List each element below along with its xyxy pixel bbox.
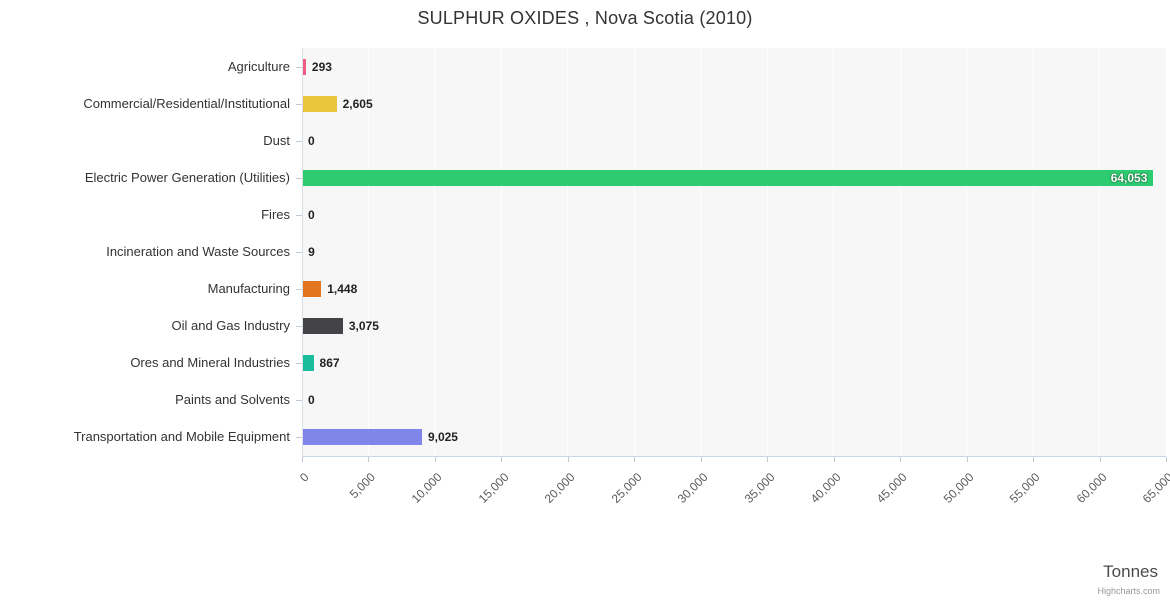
category-label: Agriculture xyxy=(227,58,290,74)
xaxis-tick xyxy=(634,457,636,462)
value-label: 9,025 xyxy=(427,430,458,445)
value-label: 3,075 xyxy=(348,319,379,334)
value-label: 0 xyxy=(308,393,315,408)
category-label: Paints and Solvents xyxy=(175,392,290,408)
gridline xyxy=(700,48,702,456)
category-tick xyxy=(296,289,302,291)
category-label: Incineration and Waste Sources xyxy=(106,244,290,259)
value-label: 0 xyxy=(308,207,315,222)
category-tick xyxy=(296,103,302,105)
gridline xyxy=(434,48,436,456)
bar-transportation-and-mobile-equipment xyxy=(302,429,422,446)
category-label: Dust xyxy=(263,132,290,148)
category-tick xyxy=(296,252,302,253)
bar-manufacturing xyxy=(302,281,322,298)
category-label: Ores and Mineral Industries xyxy=(130,355,290,371)
gridline xyxy=(899,48,901,456)
category-label: Electric Power Generation (Utilities) xyxy=(84,169,290,185)
xaxis-tick xyxy=(302,457,303,462)
gridline xyxy=(500,48,502,456)
xaxis-tick xyxy=(900,457,902,462)
highcharts-credit: Highcharts.com xyxy=(1097,586,1160,596)
xaxis-tick xyxy=(966,457,968,462)
category-tick xyxy=(296,437,302,439)
y-axis-line xyxy=(302,48,303,456)
gridline xyxy=(367,48,369,456)
category-tick xyxy=(296,214,302,216)
xaxis-tick xyxy=(700,457,702,462)
category-tick xyxy=(296,326,302,328)
gridline xyxy=(1032,48,1034,456)
category-label: Oil and Gas Industry xyxy=(171,318,291,334)
gridline xyxy=(1165,48,1167,456)
value-label: 293 xyxy=(311,59,332,74)
gridline xyxy=(766,48,768,456)
category-label: Fires xyxy=(261,206,290,222)
xaxis-tick xyxy=(368,457,370,462)
xaxis-tick xyxy=(501,457,503,462)
xaxis-tick xyxy=(567,457,569,462)
value-label: 1,448 xyxy=(327,282,358,297)
xaxis-tick xyxy=(1033,457,1035,462)
category-label: Manufacturing xyxy=(207,281,290,297)
bar-oil-and-gas-industry xyxy=(302,318,343,335)
category-tick xyxy=(296,363,302,365)
category-tick xyxy=(296,400,302,402)
bar-commercial-residential-institutional xyxy=(302,95,337,112)
gridline xyxy=(833,48,835,456)
category-tick xyxy=(296,66,302,68)
gridline xyxy=(633,48,635,456)
value-label: 867 xyxy=(319,356,340,371)
xaxis-tick xyxy=(767,457,769,462)
xaxis-tick xyxy=(434,457,436,462)
gridline xyxy=(966,48,968,456)
plot-area: 293 2,605 0 64,053 0 9 1,448 3,075 867 0 9,025 xyxy=(301,48,1167,456)
category-tick xyxy=(296,140,302,142)
xaxis-title: Tonnes xyxy=(1103,562,1158,581)
bar-agriculture xyxy=(302,58,306,75)
category-label: Transportation and Mobile Equipment xyxy=(73,429,290,445)
gridline xyxy=(1099,48,1101,456)
value-label: 0 xyxy=(308,133,315,148)
value-label: 2,605 xyxy=(342,96,373,111)
value-label: 9 xyxy=(308,245,315,259)
xaxis-tick xyxy=(1166,457,1167,462)
xaxis-tick xyxy=(1099,457,1101,462)
value-label: 64,053 xyxy=(1110,170,1148,185)
x-axis-line xyxy=(302,456,1166,457)
category-label: Commercial/Residential/Institutional xyxy=(83,95,290,111)
bar-ores-and-mineral-industries xyxy=(302,355,314,372)
gridline xyxy=(567,48,569,456)
xaxis-tick xyxy=(833,457,835,462)
chart-title: SULPHUR OXIDES , Nova Scotia (2010) xyxy=(417,8,753,28)
category-tick xyxy=(296,177,302,179)
bar-electric-power-generation-utilities xyxy=(302,169,1154,186)
